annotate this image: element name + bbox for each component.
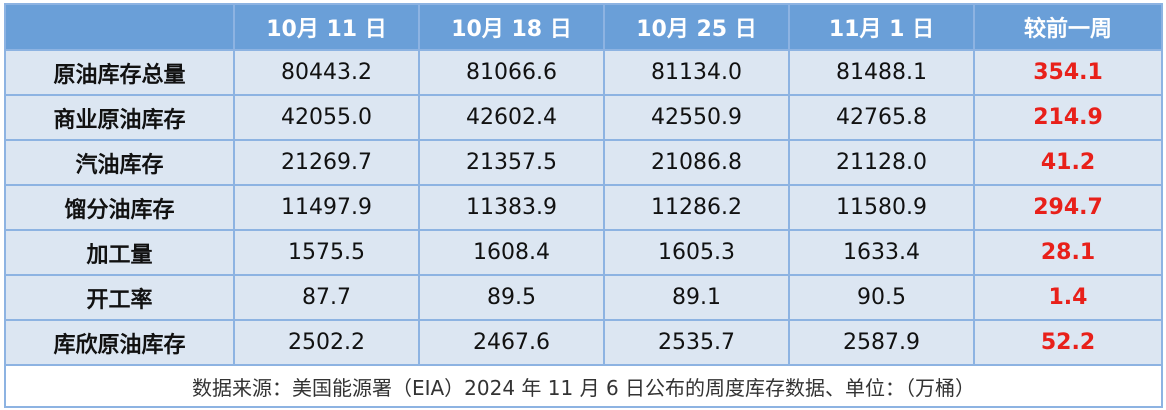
- header-row: 10月 11 日 10月 18 日 10月 25 日 11月 1 日较前一周: [4, 3, 1163, 51]
- value-cell: 81488.1: [788, 49, 975, 96]
- value-cell: 89.5: [418, 274, 605, 321]
- data-row: 库欣原油库存 2502.2 2467.6 2535.7 2587.9 52.2: [4, 319, 1163, 366]
- change-cell: 214.9: [973, 94, 1163, 141]
- value-cell: 81134.0: [603, 49, 790, 96]
- value-cell: 21269.7: [233, 139, 420, 186]
- row-label: 加工量: [4, 229, 235, 276]
- value-cell: 21357.5: [418, 139, 605, 186]
- row-label: 原油库存总量: [4, 49, 235, 96]
- value-cell: 21128.0: [788, 139, 975, 186]
- column-header: 10月 11 日: [233, 3, 420, 51]
- value-cell: 2467.6: [418, 319, 605, 366]
- column-header: 10月 25 日: [603, 3, 790, 51]
- column-header: 较前一周: [973, 3, 1163, 51]
- row-label: 汽油库存: [4, 139, 235, 186]
- inventory-table: 10月 11 日 10月 18 日 10月 25 日 11月 1 日较前一周 原油库存…: [4, 3, 1163, 408]
- value-cell: 42602.4: [418, 94, 605, 141]
- change-cell: 52.2: [973, 319, 1163, 366]
- column-header: 11月 1 日: [788, 3, 975, 51]
- value-cell: 89.1: [603, 274, 790, 321]
- value-cell: 1633.4: [788, 229, 975, 276]
- value-cell: 1605.3: [603, 229, 790, 276]
- value-cell: 2587.9: [788, 319, 975, 366]
- value-cell: 1608.4: [418, 229, 605, 276]
- value-cell: 11383.9: [418, 184, 605, 231]
- data-row: 汽油库存 21269.7 21357.5 21086.8 21128.0 41.2: [4, 139, 1163, 186]
- data-row: 馏分油库存 11497.9 11383.9 11286.2 11580.9 294.7: [4, 184, 1163, 231]
- header-corner: [4, 3, 235, 51]
- footnote: 数据来源：美国能源署（EIA）2024 年 11 月 6 日公布的周度库存数据、…: [4, 364, 1163, 408]
- value-cell: 11580.9: [788, 184, 975, 231]
- data-row: 原油库存总量 80443.2 81066.6 81134.0 81488.1 354.1: [4, 49, 1163, 96]
- column-header: 10月 18 日: [418, 3, 605, 51]
- value-cell: 11286.2: [603, 184, 790, 231]
- footnote-row: 数据来源：美国能源署（EIA）2024 年 11 月 6 日公布的周度库存数据、…: [4, 364, 1163, 408]
- change-cell: 1.4: [973, 274, 1163, 321]
- value-cell: 2502.2: [233, 319, 420, 366]
- value-cell: 1575.5: [233, 229, 420, 276]
- value-cell: 11497.9: [233, 184, 420, 231]
- value-cell: 21086.8: [603, 139, 790, 186]
- value-cell: 80443.2: [233, 49, 420, 96]
- value-cell: 90.5: [788, 274, 975, 321]
- table-body: 原油库存总量 80443.2 81066.6 81134.0 81488.1 354.1 商…: [4, 49, 1163, 408]
- value-cell: 42765.8: [788, 94, 975, 141]
- value-cell: 42550.9: [603, 94, 790, 141]
- row-label: 馏分油库存: [4, 184, 235, 231]
- row-label: 商业原油库存: [4, 94, 235, 141]
- value-cell: 42055.0: [233, 94, 420, 141]
- change-cell: 354.1: [973, 49, 1163, 96]
- data-row: 开工率 87.7 89.5 89.1 90.5 1.4: [4, 274, 1163, 321]
- change-cell: 28.1: [973, 229, 1163, 276]
- value-cell: 87.7: [233, 274, 420, 321]
- change-cell: 294.7: [973, 184, 1163, 231]
- row-label: 库欣原油库存: [4, 319, 235, 366]
- change-cell: 41.2: [973, 139, 1163, 186]
- data-row: 商业原油库存 42055.0 42602.4 42550.9 42765.8 214.9: [4, 94, 1163, 141]
- data-row: 加工量 1575.5 1608.4 1605.3 1633.4 28.1: [4, 229, 1163, 276]
- value-cell: 81066.6: [418, 49, 605, 96]
- row-label: 开工率: [4, 274, 235, 321]
- value-cell: 2535.7: [603, 319, 790, 366]
